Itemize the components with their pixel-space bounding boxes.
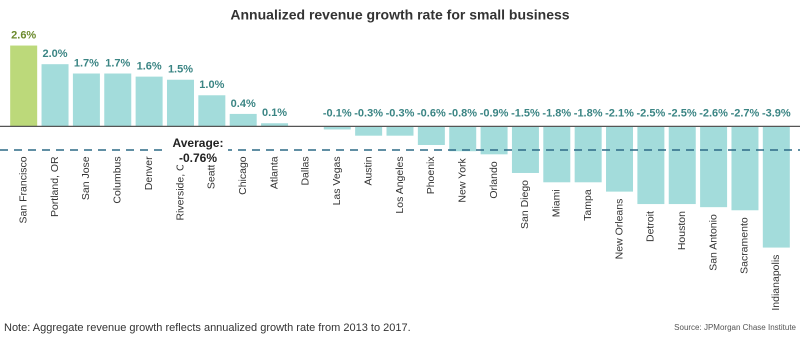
value-label: 0.1% (262, 107, 287, 119)
x-tick-label: Phoenix (425, 156, 437, 195)
x-tick-label: New Orleans (613, 199, 625, 260)
x-tick-label: Indianapolis (770, 255, 782, 311)
bar (606, 126, 634, 192)
bar (417, 126, 445, 145)
x-tick-label: Portland, OR (49, 156, 61, 217)
x-tick-label: Miami (551, 189, 563, 217)
value-label: -2.5% (637, 107, 666, 119)
bar (543, 126, 571, 183)
bar (386, 126, 414, 136)
value-label: 1.6% (137, 61, 162, 73)
bar (229, 113, 257, 127)
value-label: 0.4% (231, 98, 256, 110)
x-tick-label: Sacramento (739, 217, 751, 274)
value-label: -0.6% (417, 107, 446, 119)
bar (637, 126, 665, 205)
x-tick-label: Detroit (645, 211, 657, 242)
x-tick-label: San Antonio (707, 214, 719, 271)
value-label: -0.1% (323, 107, 352, 119)
bar (668, 126, 696, 205)
bar (574, 126, 602, 183)
value-label: -0.3% (354, 107, 383, 119)
note: Note: Aggregate revenue growth reflects … (4, 322, 411, 334)
x-tick-label: Riverside, CA (174, 156, 186, 220)
bar (72, 73, 100, 127)
chart-title: Annualized revenue growth rate for small… (230, 7, 569, 23)
x-tick-label: Las Vegas (331, 156, 343, 205)
bar (762, 126, 790, 248)
value-label: -2.6% (699, 107, 728, 119)
average-value: -0.76% (179, 151, 217, 165)
value-label: 1.5% (168, 64, 193, 76)
bar (166, 79, 194, 127)
bar (10, 45, 38, 127)
bar (700, 126, 728, 208)
x-tick-label: San Diego (519, 180, 531, 229)
value-label: -1.8% (574, 107, 603, 119)
x-tick-label: Austin (362, 156, 374, 185)
source: Source: JPMorgan Chase Institute (674, 323, 796, 332)
x-tick-label: New York (457, 157, 469, 202)
x-tick-label: Los Angeles (394, 156, 406, 213)
value-label: -2.5% (668, 107, 697, 119)
x-tick-label: Houston (676, 211, 688, 250)
value-label: -2.1% (605, 107, 634, 119)
bar (731, 126, 759, 211)
value-label: 1.0% (199, 79, 224, 91)
bar (135, 76, 163, 127)
value-label: 1.7% (74, 57, 99, 69)
x-tick-label: Orlando (488, 161, 500, 199)
average-label: Average: (173, 136, 224, 150)
bar (323, 126, 351, 130)
x-tick-label: Tampa (582, 189, 594, 221)
bar (449, 126, 477, 152)
x-tick-label: Chicago (237, 156, 249, 195)
x-tick-label: Dallas (300, 156, 312, 185)
value-label: -1.5% (511, 107, 540, 119)
x-tick-label: Columbus (112, 156, 124, 203)
x-tick-label: Atlanta (268, 156, 280, 189)
value-label: -0.8% (448, 107, 477, 119)
x-tick-label: Denver (143, 156, 155, 190)
value-label: -0.3% (386, 107, 415, 119)
value-label: 1.7% (105, 57, 130, 69)
bar (198, 95, 226, 127)
value-label: -3.9% (762, 107, 791, 119)
bar (355, 126, 383, 136)
bar (261, 123, 289, 127)
value-label: 2.6% (11, 29, 36, 41)
x-tick-label: San Francisco (17, 156, 29, 223)
bar (41, 64, 69, 127)
value-label: -2.7% (731, 107, 760, 119)
value-label: -1.8% (542, 107, 571, 119)
value-label: -0.9% (480, 107, 509, 119)
x-tick-label: San Jose (80, 156, 92, 200)
value-label: 2.0% (43, 48, 68, 60)
average-label-bg (168, 136, 228, 165)
bar (104, 73, 132, 127)
